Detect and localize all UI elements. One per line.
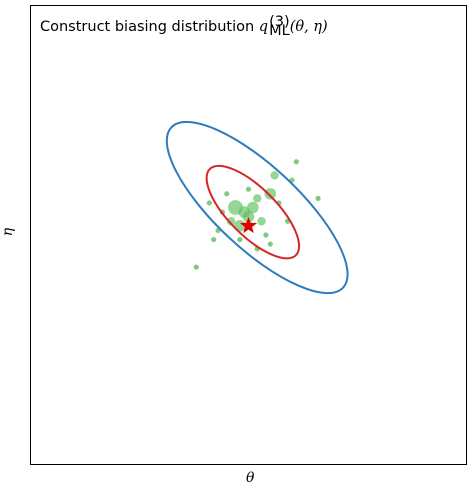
chart-title: Construct biasing distribution q (3) ML (θ,… — [40, 14, 328, 39]
sample-point-9 — [253, 194, 262, 203]
sample-point-3 — [238, 206, 250, 218]
sample-point-13 — [211, 236, 217, 243]
sample-point-12 — [263, 232, 269, 238]
sample-point-14 — [237, 236, 243, 243]
title-supsub: (3) ML — [269, 14, 290, 39]
outer-ellipse — [165, 120, 349, 295]
x-axis-label: θ — [246, 470, 255, 486]
star-layer — [239, 216, 258, 234]
title-prefix: Construct biasing distribution — [40, 19, 259, 35]
sample-point-4 — [247, 201, 259, 214]
title-superscript: (3) — [269, 14, 290, 30]
inner-ellipse — [205, 164, 301, 260]
ellipse-layer — [165, 120, 349, 295]
title-subscript: ML — [269, 23, 290, 39]
y-axis-label: η — [0, 227, 17, 237]
sample-point-19 — [293, 159, 299, 165]
sample-point-7 — [264, 187, 277, 200]
sample-point-11 — [245, 186, 252, 192]
sample-point-17 — [224, 191, 230, 197]
sample-point-6 — [226, 217, 236, 226]
sample-point-20 — [193, 264, 199, 270]
sample-point-24 — [267, 241, 273, 247]
sample-point-8 — [270, 171, 279, 180]
sample-point-25 — [206, 200, 212, 206]
title-args: (θ, η) — [289, 19, 328, 35]
center-star-marker — [239, 216, 258, 234]
plot-panel: Construct biasing distribution q (3) ML (θ,… — [30, 5, 467, 465]
sample-point-21 — [315, 195, 321, 201]
samples-layer — [193, 159, 321, 270]
title-q: q — [258, 19, 269, 35]
sample-point-5 — [257, 217, 266, 226]
